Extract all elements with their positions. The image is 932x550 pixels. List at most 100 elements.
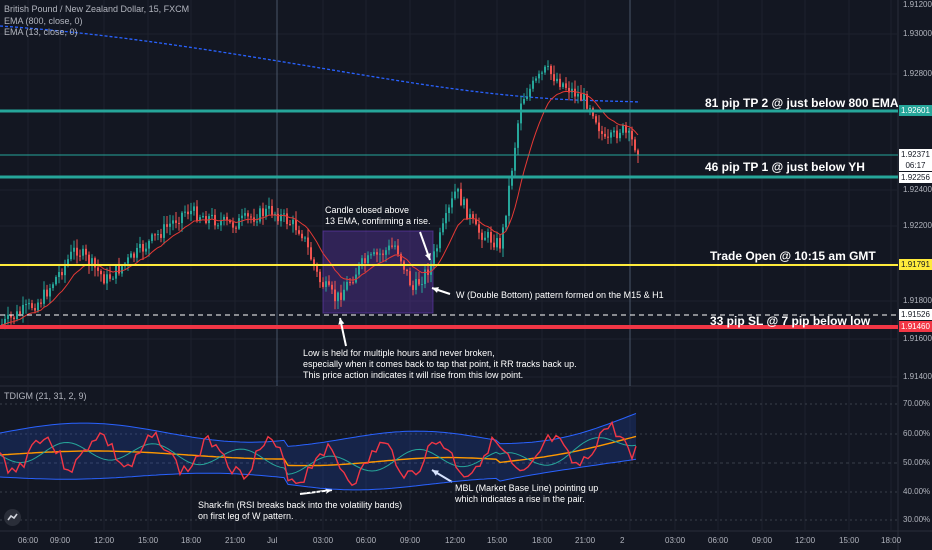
candle-body — [235, 227, 237, 229]
candle-body — [334, 289, 336, 302]
candle-body — [361, 258, 363, 265]
shark-fin-note-line2: on first leg of W pattern. — [198, 511, 294, 521]
candle-body — [400, 254, 402, 262]
candle-body — [283, 213, 285, 215]
candle-body — [505, 215, 507, 228]
candle-body — [496, 238, 498, 248]
candle-body — [601, 131, 603, 134]
candle-body — [250, 216, 252, 218]
candle-body — [451, 198, 453, 208]
candle-body — [175, 220, 177, 223]
candle-body — [142, 243, 144, 252]
tdigm-legend[interactable]: TDIGM (21, 31, 2, 9) — [4, 391, 87, 401]
time-tick: Jul — [267, 536, 278, 545]
mbl-note-line2: which indicates a rise in the pair. — [455, 494, 585, 504]
candle-body — [631, 130, 633, 140]
candle-body — [358, 264, 360, 275]
candle-body — [607, 136, 609, 138]
candle-body — [430, 263, 432, 275]
candle-body — [163, 224, 165, 238]
candle-body — [298, 230, 300, 234]
candle-body — [391, 245, 393, 247]
candle-body — [574, 88, 576, 97]
symbol-title[interactable]: British Pound / New Zealand Dollar, 15, … — [4, 4, 190, 14]
candle-body — [205, 216, 207, 224]
price-tick: 1.91400 — [903, 372, 932, 381]
candle-body — [316, 265, 318, 272]
candle-body — [304, 237, 306, 239]
tp2-label: 81 pip TP 2 @ just below 800 EMA — [705, 96, 899, 110]
candle-body — [541, 72, 543, 74]
candle-body — [559, 78, 561, 87]
candle-body — [241, 215, 243, 219]
osc-tick: 40.00% — [903, 487, 931, 496]
ema-13-legend[interactable]: EMA (13, close, 0) — [4, 27, 78, 37]
candle-body — [262, 208, 264, 217]
candle-body — [523, 99, 525, 104]
candle-body — [286, 213, 288, 225]
candle-body — [172, 220, 174, 224]
candle-body — [274, 213, 276, 215]
candle-body — [112, 278, 114, 280]
candle-body — [475, 218, 477, 225]
candle-body — [97, 267, 99, 271]
time-tick: 18:00 — [532, 536, 553, 545]
candle-body — [454, 191, 456, 199]
candle-body — [37, 302, 39, 311]
candle-body — [319, 271, 321, 283]
candle-body — [199, 217, 201, 221]
candle-body — [478, 224, 480, 233]
time-tick: 06:00 — [18, 536, 39, 545]
time-tick: 21:00 — [225, 536, 246, 545]
price-tag: 1.92371 — [899, 149, 932, 160]
candle-body — [190, 210, 192, 215]
candle-body — [271, 205, 273, 215]
candle-body — [538, 73, 540, 79]
trade-open-label: Trade Open @ 10:15 am GMT — [710, 249, 876, 263]
low-held-note-line1: Low is held for multiple hours and never… — [303, 348, 495, 358]
ema-800-line — [0, 25, 641, 103]
candle-body — [565, 83, 567, 88]
candle-body — [211, 214, 213, 217]
candle-body — [46, 289, 48, 297]
candle-body — [145, 248, 147, 252]
price-tick: 1.92400 — [903, 185, 932, 194]
candle-body — [40, 302, 42, 304]
price-tick: 1.92800 — [903, 69, 932, 78]
candle-body — [28, 303, 30, 305]
candle-body — [490, 232, 492, 243]
price-tick: 1.92200 — [903, 221, 932, 230]
candle-body — [292, 219, 294, 225]
candle-body — [133, 253, 135, 258]
price-tick: 1.91200 — [903, 0, 932, 9]
time-tick: 15:00 — [138, 536, 159, 545]
candle-body — [418, 279, 420, 285]
candle-body — [469, 214, 471, 219]
candle-body — [259, 208, 261, 222]
candle-body — [277, 213, 279, 222]
candle-body — [58, 272, 60, 278]
candle-body — [79, 255, 81, 257]
candle-body — [340, 292, 342, 300]
candle-body — [487, 232, 489, 238]
candle-body — [7, 314, 9, 319]
candle-body — [91, 258, 93, 266]
candle-body — [502, 227, 504, 249]
candle-body — [280, 214, 282, 222]
candle-body — [106, 274, 108, 284]
candle-body — [388, 245, 390, 251]
candle-body — [55, 277, 57, 285]
time-tick: 18:00 — [181, 536, 202, 545]
time-tick: 03:00 — [313, 536, 334, 545]
candle-body — [49, 288, 51, 297]
ema-800-legend[interactable]: EMA (800, close, 0) — [4, 16, 83, 26]
time-tick: 09:00 — [752, 536, 773, 545]
candle-body — [397, 245, 399, 255]
osc-tick: 50.00% — [903, 458, 931, 467]
time-tick: 15:00 — [839, 536, 860, 545]
candle-body — [73, 247, 75, 252]
time-tick: 12:00 — [94, 536, 115, 545]
tradingview-logo-icon[interactable] — [4, 509, 21, 526]
time-tick: 12:00 — [795, 536, 816, 545]
